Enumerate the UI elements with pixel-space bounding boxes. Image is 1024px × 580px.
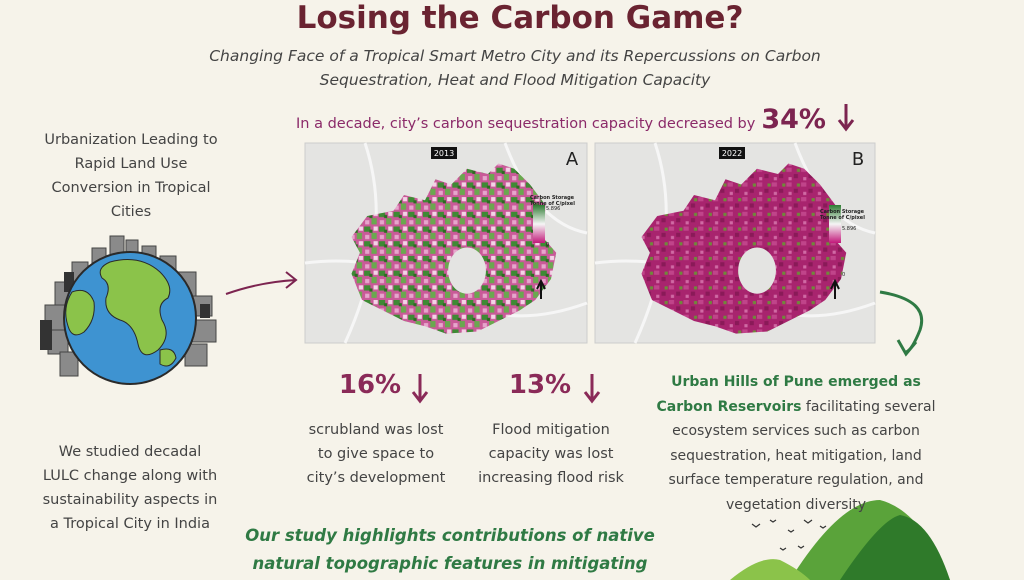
earth-illustration bbox=[40, 235, 217, 385]
down-arrow bbox=[837, 104, 855, 132]
subtitle: Changing Face of a Tropical Smart Metro … bbox=[209, 47, 821, 89]
footer-text: Our study highlights contributions of na… bbox=[245, 526, 655, 573]
map-b bbox=[594, 142, 876, 344]
highlight: Urban Hills of Pune emerged as Carbon Re… bbox=[656, 374, 921, 415]
right-body: facilitating several ecosystem services … bbox=[668, 398, 936, 513]
left-bottom-text: We studied decadal LULC change along wit… bbox=[42, 444, 218, 532]
hills-illustration bbox=[730, 500, 950, 580]
legend-unit: Tonne of C/pixel bbox=[820, 215, 865, 221]
stat-figure: 16% bbox=[338, 370, 402, 400]
right-text: Urban Hills of Pune emerged as Carbon Re… bbox=[646, 370, 946, 517]
arrow bbox=[225, 271, 298, 295]
headline-figure: 34% bbox=[761, 104, 826, 135]
legend-unit: Tonne of C/pixel bbox=[530, 201, 575, 207]
legend-min: 0 bbox=[546, 242, 549, 248]
headline-text: In a decade, city’s carbon sequestration… bbox=[296, 116, 756, 132]
stat-text: scrubland was lost to give space to city… bbox=[306, 422, 446, 486]
legend-title: Carbon Storage bbox=[820, 209, 865, 215]
legend-max: 5.896 bbox=[842, 226, 856, 232]
legend-min: 0 bbox=[842, 272, 845, 278]
arrow bbox=[879, 290, 923, 357]
left-top-text: Urbanization Leading to Rapid Land Use C… bbox=[44, 132, 218, 220]
map-year: 2013 bbox=[434, 149, 454, 158]
legend-max: 5.896 bbox=[546, 206, 560, 212]
map-panel: A bbox=[566, 149, 579, 170]
title: Losing the Carbon Game? bbox=[296, 0, 744, 36]
down-arrow bbox=[411, 374, 429, 404]
map-year: 2022 bbox=[722, 149, 742, 158]
headline: In a decade, city’s carbon sequestration… bbox=[296, 104, 826, 135]
down-arrow bbox=[583, 374, 601, 404]
map-panel: B bbox=[852, 149, 864, 170]
stat-figure: 13% bbox=[508, 370, 572, 400]
stat-text: Flood mitigation capacity was lost incre… bbox=[478, 422, 624, 486]
map-a bbox=[304, 142, 588, 344]
legend-title: Carbon Storage bbox=[530, 195, 575, 201]
